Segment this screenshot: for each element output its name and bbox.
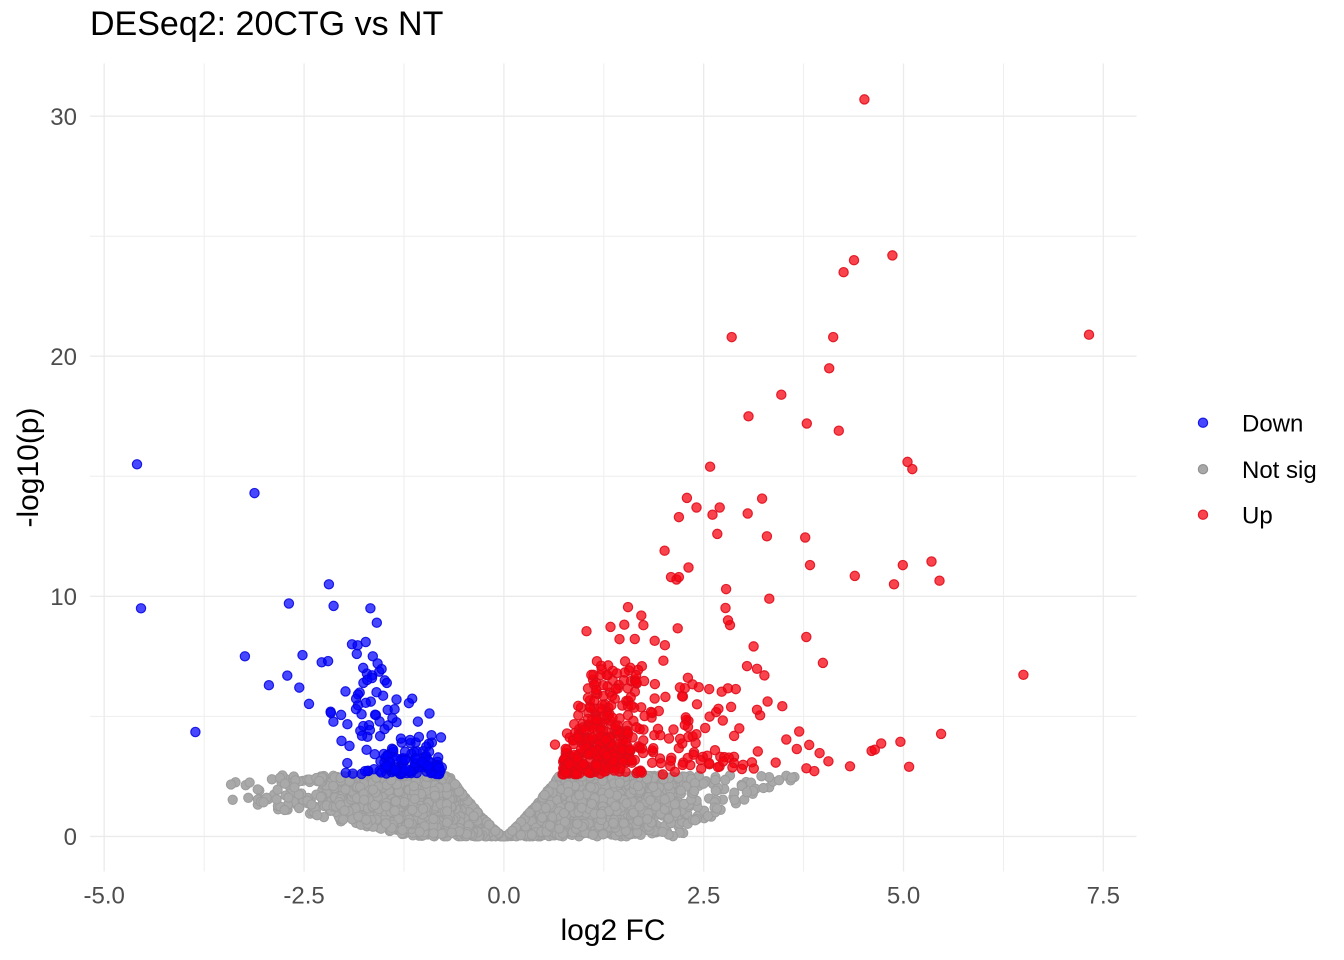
svg-text:10: 10 (50, 584, 77, 611)
svg-text:Not sig: Not sig (1242, 457, 1317, 484)
svg-text:-5.0: -5.0 (84, 883, 125, 910)
svg-text:30: 30 (50, 104, 77, 131)
svg-text:Up: Up (1242, 502, 1273, 529)
svg-text:-2.5: -2.5 (283, 883, 324, 910)
svg-text:5.0: 5.0 (887, 883, 920, 910)
svg-text:DESeq2: 20CTG vs NT: DESeq2: 20CTG vs NT (90, 5, 443, 43)
svg-text:2.5: 2.5 (687, 883, 720, 910)
svg-text:0: 0 (64, 824, 77, 851)
svg-text:0.0: 0.0 (487, 883, 520, 910)
svg-text:7.5: 7.5 (1087, 883, 1120, 910)
svg-text:log2 FC: log2 FC (560, 914, 665, 947)
svg-text:20: 20 (50, 344, 77, 371)
svg-text:Down: Down (1242, 410, 1303, 437)
svg-text:-log10(p): -log10(p) (12, 407, 45, 527)
